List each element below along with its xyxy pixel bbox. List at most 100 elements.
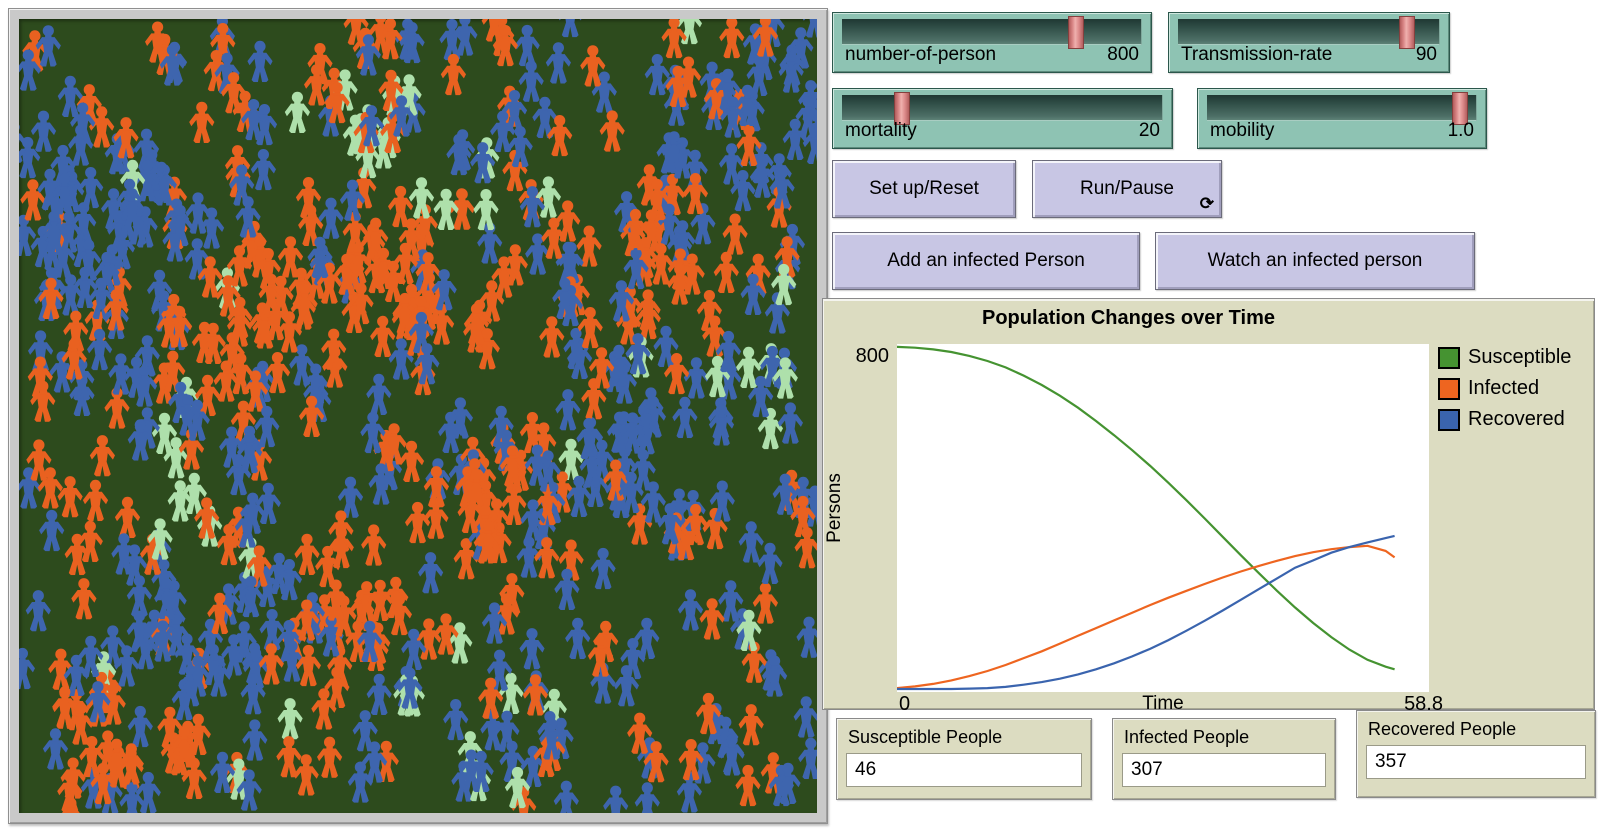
population-plot: Population Changes over Time 800 0 Perso…: [822, 298, 1595, 715]
slider-number-of-person: number-of-person 800: [832, 12, 1152, 73]
y-axis-max-tick: 800: [855, 345, 889, 367]
legend-swatch-recovered: [1438, 408, 1460, 431]
button-watch[interactable]: Watch an infected person: [1155, 232, 1475, 290]
person-recovered: [683, 357, 709, 399]
legend-label-infected: Infected: [1468, 377, 1540, 399]
person-susceptible: [757, 407, 783, 450]
person-recovered: [78, 167, 104, 209]
person-infected: [30, 380, 56, 422]
person-infected: [722, 213, 748, 255]
slider-mobility: mobility 1.0: [1197, 88, 1487, 149]
slider-number-of-person-label: number-of-person: [845, 44, 997, 65]
person-infected: [440, 53, 466, 96]
person-recovered: [555, 389, 581, 431]
person-recovered: [798, 737, 817, 780]
person-susceptible: [284, 91, 310, 133]
plot-area: [896, 344, 1429, 692]
person-infected: [71, 578, 97, 620]
person-recovered: [777, 402, 803, 444]
monitor-recovered: Recovered People 357: [1356, 710, 1596, 798]
button-run[interactable]: Run/Pause ⟳: [1032, 160, 1222, 218]
person-recovered: [519, 628, 545, 670]
person-recovered: [796, 616, 817, 658]
person-infected: [317, 736, 343, 778]
legend-row-susceptible: Susceptible: [1438, 346, 1571, 369]
person-infected: [82, 479, 109, 522]
slider-mobility-value: 1.0: [1447, 120, 1474, 141]
person-recovered: [677, 589, 704, 631]
person-infected: [258, 643, 284, 685]
person-recovered: [127, 705, 153, 748]
person-infected: [433, 613, 459, 655]
person-recovered: [590, 547, 616, 590]
legend-label-susceptible: Susceptible: [1468, 346, 1572, 368]
slider-transmission-rate-handle[interactable]: [1398, 16, 1415, 49]
slider-number-of-person-caption: number-of-person 800: [845, 43, 1139, 67]
slider-transmission-rate-groove[interactable]: [1178, 16, 1440, 49]
person-infected: [370, 315, 396, 358]
slider-number-of-person-handle[interactable]: [1068, 16, 1085, 49]
monitor-susceptible: Susceptible People 46: [836, 718, 1092, 800]
person-recovered: [366, 373, 392, 415]
slider-transmission-rate-caption: Transmission-rate 90: [1181, 43, 1437, 67]
slider-mortality-handle[interactable]: [893, 92, 910, 125]
plot-line-recovered: [897, 534, 1395, 691]
person-infected: [539, 316, 565, 358]
person-infected: [293, 754, 319, 796]
button-add[interactable]: Add an infected Person: [832, 232, 1140, 290]
person-infected: [361, 524, 387, 566]
person-recovered: [19, 136, 41, 179]
slider-number-of-person-groove[interactable]: [842, 16, 1142, 49]
person-infected: [713, 251, 739, 294]
legend-label-recovered: Recovered: [1468, 408, 1565, 430]
person-infected: [416, 618, 442, 660]
person-recovered: [42, 728, 69, 770]
person-infected: [398, 440, 425, 482]
monitor-recovered-value: 357: [1366, 745, 1586, 779]
plot-legend: Susceptible Infected Recovered: [1438, 346, 1571, 439]
person-infected: [89, 435, 115, 477]
plot-line-infected: [896, 544, 1396, 690]
person-infected: [627, 503, 653, 545]
y-axis-label: Persons: [824, 473, 845, 543]
person-infected: [181, 757, 207, 800]
slider-mortality-label: mortality: [845, 120, 917, 141]
slider-mobility-groove[interactable]: [1207, 92, 1477, 125]
person-recovered: [108, 353, 134, 395]
person-susceptible: [535, 176, 561, 218]
slider-mobility-caption: mobility 1.0: [1210, 119, 1474, 143]
slider-transmission-rate-label: Transmission-rate: [1181, 44, 1333, 65]
person-infected: [57, 476, 83, 518]
person-recovered: [553, 780, 579, 813]
person-recovered: [242, 719, 268, 761]
slider-mortality-groove[interactable]: [842, 92, 1163, 125]
person-recovered: [634, 782, 660, 813]
person-recovered: [672, 396, 698, 439]
person-infected: [114, 496, 141, 539]
button-run-label: Run/Pause: [1079, 178, 1174, 199]
person-recovered: [644, 54, 670, 96]
button-watch-label: Watch an infected person: [1207, 250, 1423, 271]
person-recovered: [19, 214, 37, 256]
person-recovered: [388, 338, 414, 380]
monitor-infected: Infected People 307: [1112, 718, 1336, 800]
world-view-frame: [8, 8, 828, 824]
person-recovered: [443, 699, 469, 741]
slider-number-of-person-value: 800: [1107, 44, 1139, 65]
button-setup[interactable]: Set up/Reset: [832, 160, 1016, 218]
person-infected: [58, 797, 84, 813]
person-recovered: [247, 40, 273, 83]
legend-swatch-infected: [1438, 377, 1460, 400]
slider-mobility-handle[interactable]: [1452, 92, 1469, 125]
person-recovered: [708, 404, 735, 446]
person-recovered: [30, 110, 57, 152]
person-susceptible: [277, 698, 303, 740]
plot-lines: [896, 345, 1396, 691]
person-recovered: [514, 24, 540, 67]
world-view[interactable]: [19, 19, 817, 813]
person-recovered: [565, 617, 591, 660]
monitor-recovered-label: Recovered People: [1368, 719, 1517, 739]
person-recovered: [366, 673, 392, 715]
person-recovered: [19, 647, 35, 690]
